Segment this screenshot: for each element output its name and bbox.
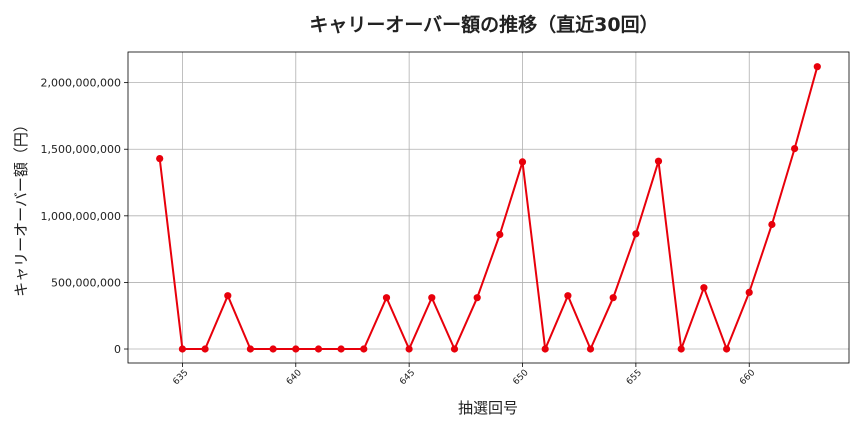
y-tick-label: 2,000,000,000	[41, 77, 121, 90]
y-tick-label: 500,000,000	[51, 276, 121, 289]
data-point	[360, 345, 368, 353]
plot-area	[127, 51, 850, 364]
y-tick-label: 1,000,000,000	[41, 210, 121, 223]
x-axis-label: 抽選回号	[458, 399, 518, 417]
data-point	[564, 292, 572, 300]
x-tick-label: 660	[738, 368, 757, 387]
x-tick-label: 640	[285, 368, 304, 387]
data-point	[518, 158, 527, 166]
data-point	[496, 230, 504, 239]
data-point	[224, 292, 232, 300]
data-point	[813, 63, 821, 71]
data-point	[791, 145, 799, 153]
data-point	[337, 345, 345, 353]
x-tick-label: 635	[171, 368, 190, 387]
x-tick-label: 650	[511, 368, 530, 387]
data-point	[609, 294, 617, 302]
data-point	[586, 345, 595, 353]
y-axis: 0 500,000,000 1,000,000,000 1,500,000,000 2,…	[41, 77, 128, 356]
data-point	[768, 220, 776, 229]
x-tick-label: 655	[625, 368, 644, 387]
data-point	[382, 294, 391, 302]
y-tick-label: 0	[114, 343, 121, 356]
chart-title: キャリーオーバー額の推移（直近30回）	[309, 13, 658, 36]
y-axis-label: キャリーオーバー額（円）	[12, 117, 30, 297]
data-point	[201, 345, 209, 353]
data-point	[654, 157, 663, 165]
data-point	[700, 284, 708, 292]
x-axis: 635 640 645 650 655 660	[171, 363, 758, 387]
data-point	[541, 345, 549, 353]
data-point	[723, 345, 731, 353]
data-point	[405, 345, 413, 353]
data-point	[156, 155, 164, 163]
data-point	[745, 288, 753, 296]
gridlines	[128, 52, 849, 363]
series-markers	[156, 63, 821, 353]
data-point	[314, 345, 323, 353]
data-point	[178, 345, 186, 353]
data-point	[269, 345, 277, 353]
data-point	[632, 230, 640, 238]
y-tick-label: 1,500,000,000	[41, 143, 121, 156]
data-point	[677, 345, 685, 353]
data-point	[428, 294, 436, 302]
data-point	[450, 345, 459, 353]
data-point	[292, 345, 300, 353]
series-line	[158, 66, 819, 353]
data-point	[473, 294, 481, 302]
data-point	[246, 345, 254, 353]
x-tick-label: 645	[398, 368, 417, 387]
